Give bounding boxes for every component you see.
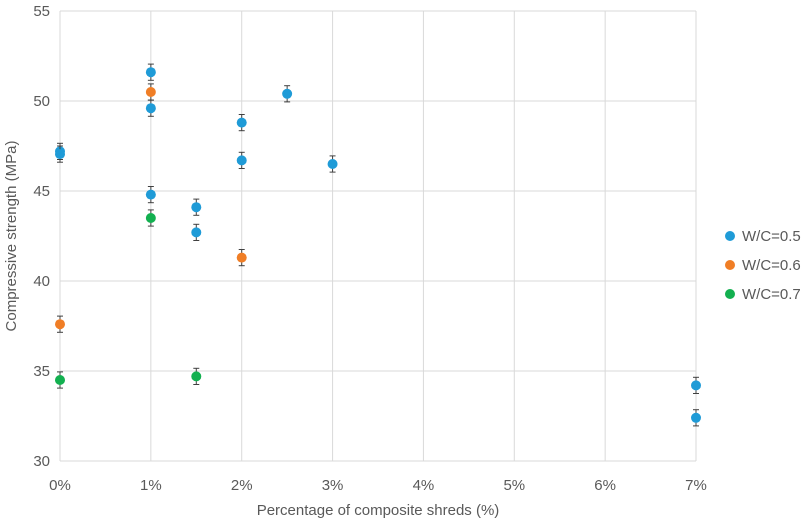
y-axis-title: Compressive strength (MPa)	[3, 141, 20, 332]
data-point-group	[191, 367, 202, 385]
data-point-group	[327, 155, 338, 173]
data-point-group	[236, 151, 247, 169]
data-points	[55, 63, 701, 427]
data-point	[282, 88, 293, 99]
data-point	[145, 103, 156, 114]
data-point-group	[145, 83, 156, 101]
y-tick-label: 50	[33, 93, 50, 110]
x-tick-label: 2%	[231, 477, 253, 494]
data-point-group	[55, 145, 65, 163]
x-tick-label: 4%	[413, 477, 435, 494]
data-point	[145, 67, 156, 78]
y-tick-label: 35	[33, 363, 50, 380]
legend-item: W/C=0.5	[725, 228, 801, 245]
data-point-group	[282, 85, 293, 103]
x-tick-label: 0%	[49, 477, 71, 494]
legend-marker	[725, 231, 735, 241]
data-point-group	[145, 63, 156, 81]
data-point	[55, 149, 65, 160]
legend-item: W/C=0.7	[725, 286, 801, 303]
x-tick-label: 3%	[322, 477, 344, 494]
data-point-group	[55, 315, 65, 333]
x-axis-title: Percentage of composite shreds (%)	[257, 502, 500, 519]
data-point-group	[691, 409, 701, 427]
data-point	[145, 213, 156, 223]
legend-label: W/C=0.6	[742, 257, 801, 274]
data-point-group	[236, 114, 247, 132]
data-point-group	[191, 198, 202, 216]
data-point	[191, 227, 202, 238]
data-point-group	[145, 99, 156, 117]
legend-marker	[725, 289, 735, 299]
y-tick-label: 40	[33, 273, 50, 290]
legend-item: W/C=0.6	[725, 257, 801, 274]
data-point	[55, 375, 65, 385]
y-tick-label: 30	[33, 453, 50, 470]
legend: W/C=0.5 W/C=0.6 W/C=0.7	[725, 228, 801, 303]
legend-label: W/C=0.7	[742, 286, 801, 303]
data-point	[191, 371, 202, 382]
y-tick-label: 45	[33, 183, 50, 200]
data-point	[691, 412, 701, 423]
data-point	[236, 117, 247, 128]
x-tick-label: 1%	[140, 477, 162, 494]
data-point	[327, 159, 338, 169]
y-tick-label: 55	[33, 3, 50, 20]
data-point-group	[145, 186, 156, 204]
data-point-group	[236, 249, 247, 267]
data-point	[145, 87, 156, 97]
x-tick-label: 6%	[594, 477, 616, 494]
grid	[59, 10, 697, 462]
x-tick-label: 7%	[685, 477, 707, 494]
data-point	[691, 380, 701, 391]
data-point	[55, 319, 65, 330]
data-point-group	[191, 223, 202, 241]
data-point-group	[55, 371, 65, 389]
data-point-group	[145, 209, 156, 227]
data-point-group	[691, 376, 701, 394]
axes: 30 35 40 45 50 55 0% 1% 2% 3% 4% 5% 6% 7%	[33, 3, 707, 494]
data-point	[191, 202, 202, 213]
legend-label: W/C=0.5	[742, 228, 801, 245]
legend-marker	[725, 260, 735, 270]
x-tick-label: 5%	[503, 477, 525, 494]
data-point	[236, 155, 247, 166]
data-point	[236, 252, 247, 263]
data-point	[145, 189, 156, 200]
